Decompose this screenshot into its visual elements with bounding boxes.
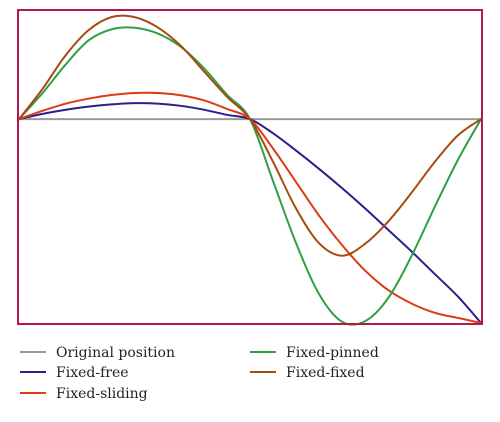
- series-line-fixed-pinned: [18, 26, 482, 326]
- series-layer: [18, 14, 482, 326]
- legend-item-fixed-sliding: Fixed-sliding: [20, 386, 148, 402]
- series-line-fixed-fixed: [18, 14, 482, 257]
- legend-item-fixed-pinned: Fixed-pinned: [250, 345, 379, 361]
- legend: Original position Fixed-free Fixed-sliding…: [20, 345, 379, 402]
- legend-label: Fixed-fixed: [286, 365, 365, 381]
- legend-item-original-position: Original position: [20, 345, 175, 361]
- legend-item-fixed-fixed: Fixed-fixed: [250, 365, 365, 381]
- series-line-fixed-free: [18, 102, 482, 324]
- plot-frame: [17, 9, 483, 325]
- series-line-fixed-sliding: [18, 91, 482, 324]
- legend-label: Original position: [56, 345, 175, 361]
- legend-label: Fixed-sliding: [56, 386, 148, 402]
- legend-label: Fixed-free: [56, 365, 129, 381]
- legend-label: Fixed-pinned: [286, 345, 379, 361]
- legend-item-fixed-free: Fixed-free: [20, 365, 129, 381]
